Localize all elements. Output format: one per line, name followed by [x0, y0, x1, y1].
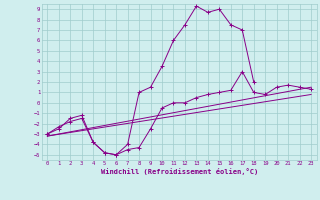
- X-axis label: Windchill (Refroidissement éolien,°C): Windchill (Refroidissement éolien,°C): [100, 168, 258, 175]
